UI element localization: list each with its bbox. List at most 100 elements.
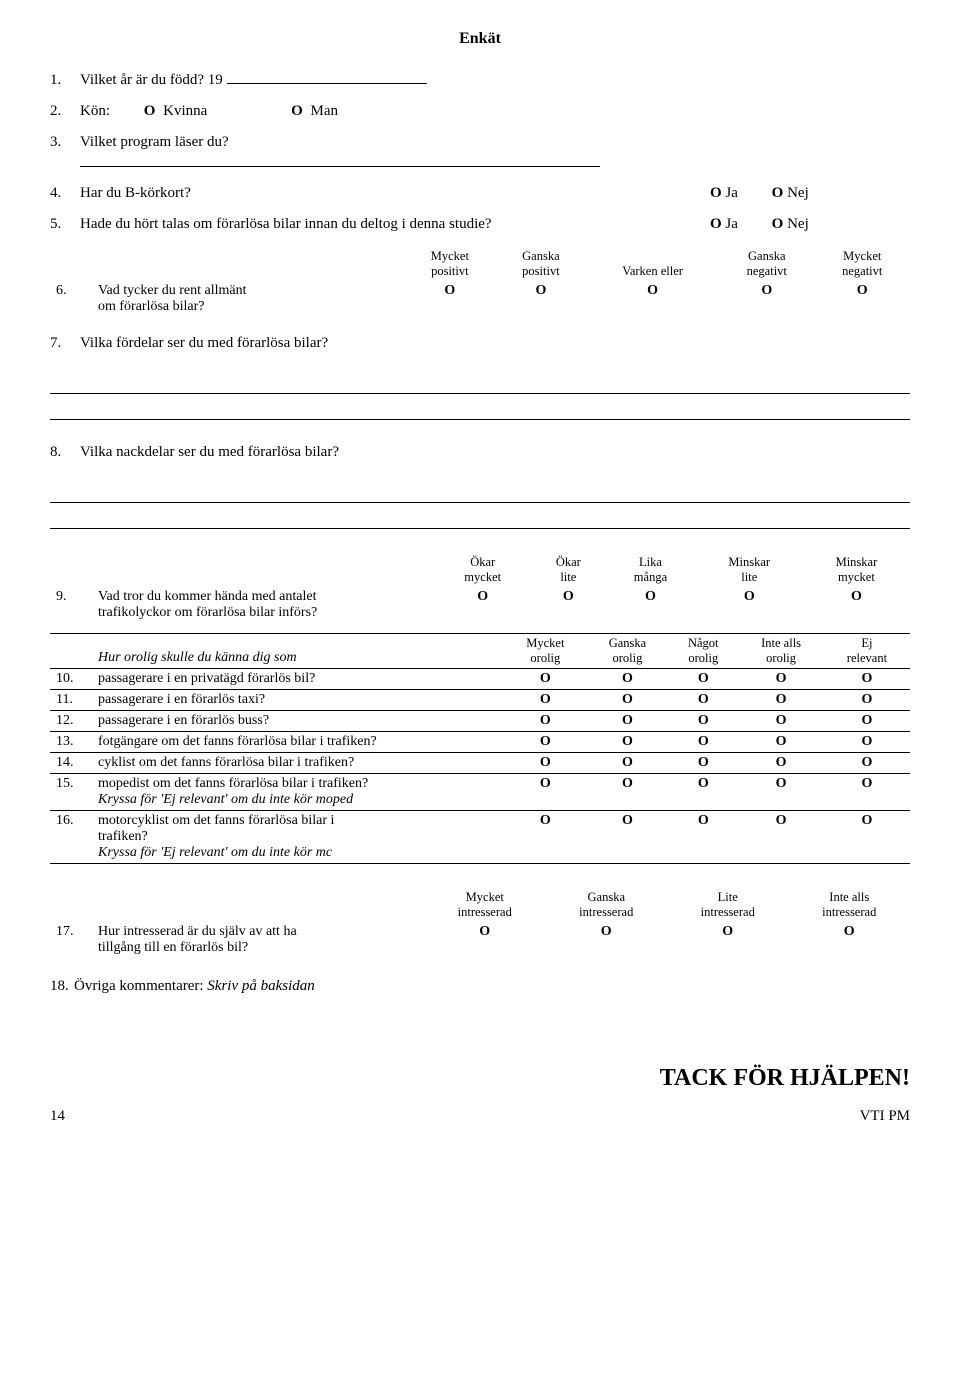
footer: 14 VTI PM	[50, 1108, 910, 1125]
q12-o2[interactable]: O	[622, 713, 633, 728]
q15-o1[interactable]: O	[540, 776, 551, 791]
h9-3b: många	[634, 570, 667, 584]
q2-opt1-o[interactable]: O	[144, 103, 156, 119]
q2-opt2-o[interactable]: O	[291, 103, 303, 119]
q17-o3[interactable]: O	[722, 924, 733, 939]
q16-o5[interactable]: O	[861, 813, 872, 828]
q12-o3[interactable]: O	[698, 713, 709, 728]
question-5: 5. Hade du hört talas om förarlösa bilar…	[50, 216, 910, 233]
q4-no-o[interactable]: O	[772, 185, 784, 201]
q1-blank[interactable]	[227, 68, 427, 84]
q10-o2[interactable]: O	[622, 671, 633, 686]
q11-o4[interactable]: O	[776, 692, 787, 707]
h9-3a: Lika	[639, 555, 662, 569]
q6-o5[interactable]: O	[857, 283, 868, 298]
question-7: 7. Vilka fördelar ser du med förarlösa b…	[50, 335, 910, 352]
q15-num: 15.	[50, 774, 92, 811]
q6-text2: om förarlösa bilar?	[98, 299, 205, 314]
q15-o2[interactable]: O	[622, 776, 633, 791]
q11-o3[interactable]: O	[698, 692, 709, 707]
q17-o1[interactable]: O	[479, 924, 490, 939]
q9-o5[interactable]: O	[851, 589, 862, 604]
h17-2a: Ganska	[588, 890, 626, 904]
page-title: Enkät	[50, 30, 910, 48]
q11-text: passagerare i en förarlös taxi?	[92, 690, 504, 711]
q7-blank1[interactable]	[50, 392, 910, 394]
h9-5a: Minskar	[836, 555, 878, 569]
q16-o4[interactable]: O	[776, 813, 787, 828]
q9-t2: trafikolyckor om förarlösa bilar införs?	[98, 605, 317, 620]
q6-text1: Vad tycker du rent allmänt	[98, 283, 247, 298]
q4-yes-o[interactable]: O	[710, 185, 722, 201]
q12-o5[interactable]: O	[861, 713, 872, 728]
q10-num: 10.	[50, 669, 92, 690]
q3-blank[interactable]	[80, 165, 600, 167]
q14-o3[interactable]: O	[698, 755, 709, 770]
question-8: 8. Vilka nackdelar ser du med förarlösa …	[50, 444, 910, 461]
q16-o2[interactable]: O	[622, 813, 633, 828]
q9-o4[interactable]: O	[744, 589, 755, 604]
q14-o5[interactable]: O	[861, 755, 872, 770]
q9-table: Ökarmycket Ökarlite Likamånga Minskarlit…	[50, 553, 910, 623]
q10-o5[interactable]: O	[861, 671, 872, 686]
q6-o3[interactable]: O	[647, 283, 658, 298]
q9-o3[interactable]: O	[645, 589, 656, 604]
q11-o1[interactable]: O	[540, 692, 551, 707]
q17-o2[interactable]: O	[601, 924, 612, 939]
q13-o4[interactable]: O	[776, 734, 787, 749]
q12-o1[interactable]: O	[540, 713, 551, 728]
q16-t1: motorcyklist om det fanns förarlösa bila…	[98, 813, 334, 828]
question-2: 2. Kön: O Kvinna O Man	[50, 103, 910, 120]
q16-o3[interactable]: O	[698, 813, 709, 828]
q9-o1[interactable]: O	[477, 589, 488, 604]
q14-o1[interactable]: O	[540, 755, 551, 770]
q18-note: Skriv på baksidan	[207, 978, 314, 994]
q10-o4[interactable]: O	[776, 671, 787, 686]
q14-o4[interactable]: O	[776, 755, 787, 770]
q15-o5[interactable]: O	[861, 776, 872, 791]
h6-2b: positivt	[522, 264, 560, 278]
q9-o2[interactable]: O	[563, 589, 574, 604]
q10-o1[interactable]: O	[540, 671, 551, 686]
q13-o5[interactable]: O	[861, 734, 872, 749]
q5-no-o[interactable]: O	[772, 216, 784, 232]
h10-2b: orolig	[613, 651, 643, 665]
q7-blank2[interactable]	[50, 418, 910, 420]
q13-o1[interactable]: O	[540, 734, 551, 749]
question-3: 3. Vilket program läser du?	[50, 134, 910, 151]
q11-o5[interactable]: O	[861, 692, 872, 707]
q17-num: 17.	[50, 922, 92, 958]
q6-o1[interactable]: O	[444, 283, 455, 298]
q5-yes-o[interactable]: O	[710, 216, 722, 232]
q14-o2[interactable]: O	[622, 755, 633, 770]
q2-opt2: Man	[311, 103, 339, 119]
q10-o3[interactable]: O	[698, 671, 709, 686]
q17-table: Mycketintresserad Ganskaintresserad Lite…	[50, 888, 910, 958]
q17-o4[interactable]: O	[844, 924, 855, 939]
h17-4a: Inte alls	[829, 890, 869, 904]
q13-num: 13.	[50, 732, 92, 753]
h17-2b: intresserad	[579, 905, 633, 919]
q15-o4[interactable]: O	[776, 776, 787, 791]
q2-opt1: Kvinna	[163, 103, 207, 119]
q7-num: 7.	[50, 335, 80, 352]
h9-1a: Ökar	[470, 555, 495, 569]
q8-blank2[interactable]	[50, 527, 910, 529]
q11-o2[interactable]: O	[622, 692, 633, 707]
q4-num: 4.	[50, 185, 80, 202]
q6-o2[interactable]: O	[535, 283, 546, 298]
h9-1b: mycket	[464, 570, 501, 584]
thanks: TACK FÖR HJÄLPEN!	[50, 1065, 910, 1092]
q15-o3[interactable]: O	[698, 776, 709, 791]
q8-num: 8.	[50, 444, 80, 461]
q12-o4[interactable]: O	[776, 713, 787, 728]
h9-5b: mycket	[838, 570, 875, 584]
q16-o1[interactable]: O	[540, 813, 551, 828]
h9-2b: lite	[560, 570, 576, 584]
question-18: 18. Övriga kommentarer: Skriv på baksida…	[50, 978, 910, 995]
q13-o3[interactable]: O	[698, 734, 709, 749]
q6-table: Mycketpositivt Ganskapositivt Varken ell…	[50, 247, 910, 317]
q6-o4[interactable]: O	[761, 283, 772, 298]
q13-o2[interactable]: O	[622, 734, 633, 749]
q8-blank1[interactable]	[50, 501, 910, 503]
